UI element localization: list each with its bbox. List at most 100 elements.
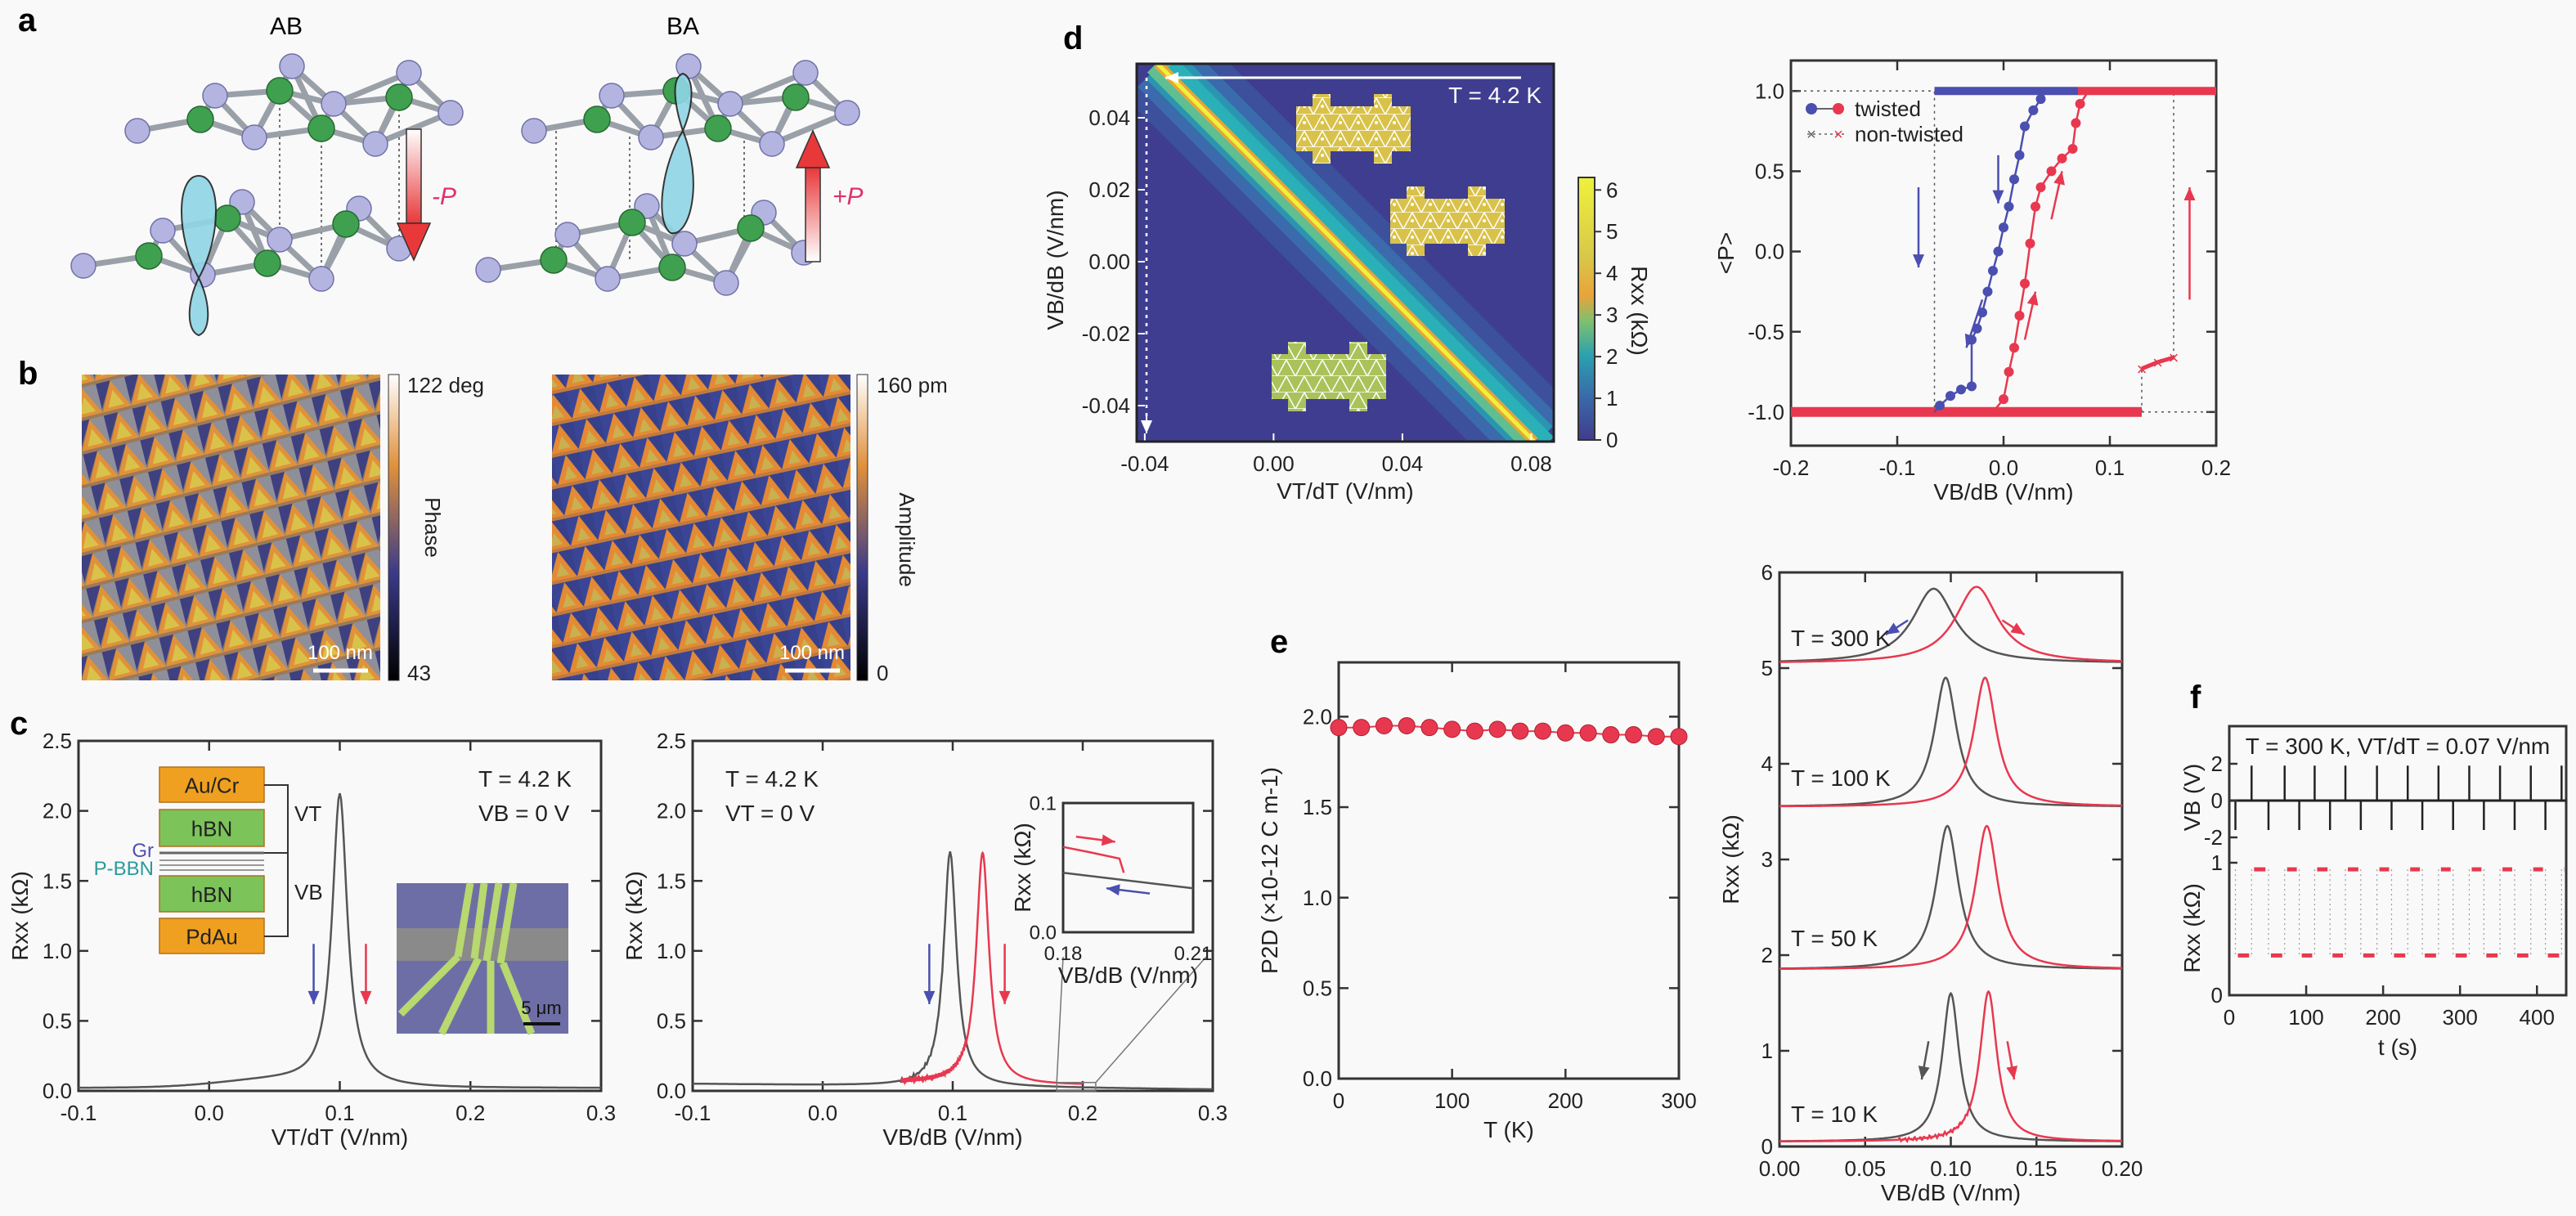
chart-d-map: T = 4.2 K -0.04 0.00 0.04 0.08 -0.04 -0.02 0.00… (1043, 62, 1652, 504)
y-tick-label: 2.5 (43, 729, 72, 753)
gate-voltage-annotation: VB = 0 V (478, 801, 570, 826)
amplitude-colorbar (856, 374, 868, 681)
bond (729, 70, 807, 107)
polarization-point (1375, 716, 1393, 734)
twisted-forward-marker (2071, 118, 2081, 128)
forward-sweep-arrow-icon (2026, 291, 2039, 306)
device-micrograph: 5 μm (397, 882, 568, 1035)
y-tick-label: 1.5 (1303, 795, 1332, 819)
charts: -0.1 0.0 0.1 0.2 0.30.00.51.01.52.02.5VT/dT … (7, 59, 2568, 1205)
nitrogen-atom (362, 131, 388, 157)
sweep-backward-arrow-icon (307, 990, 320, 1004)
x-tick-label: 200 (2365, 1005, 2400, 1030)
nitrogen-atom (595, 266, 621, 292)
electrode (397, 954, 461, 1017)
pz-orbital (661, 72, 694, 235)
boron-atom (254, 249, 281, 277)
phase-min-label: 43 (407, 661, 431, 685)
zoom-connector (1056, 956, 1064, 1083)
twisted-forward-trace (1992, 90, 2090, 413)
lattice-arm (1288, 342, 1306, 411)
lattice-arm (1407, 186, 1425, 256)
polarization-point (1670, 728, 1688, 746)
x-tick-label: -0.04 (1120, 451, 1169, 476)
forward-sweep-arrow-icon (2006, 1066, 2018, 1080)
x-tick-label: 400 (2520, 1005, 2555, 1030)
pbbn-label: P-BBN (94, 858, 154, 880)
polarization-point (1398, 716, 1416, 734)
x-axis-label: VB/dB (V/nm) (1881, 1180, 2021, 1205)
x-tick-label: 0.18 (1044, 943, 1083, 965)
electrode (499, 962, 536, 1035)
polarization-point (1465, 722, 1483, 740)
chart-e-temperature: 0.00 0.05 0.10 0.15 0.20 0 1 2 3 4 5 6 VB/dB (V/nm) R… (1718, 560, 2143, 1205)
x-tick-label: 0.1 (2095, 455, 2125, 480)
y-tick-label: 1.0 (1303, 886, 1332, 910)
y-tick-label: -1.0 (1748, 400, 1784, 424)
x-tick-label: 0.05 (1844, 1156, 1886, 1181)
lattice-inset (1272, 342, 1386, 411)
y-tick-label: 0.1 (1030, 792, 1057, 814)
chart-title: T = 300 K, VT/dT = 0.07 V/nm (2246, 734, 2551, 759)
boron-atom (737, 214, 765, 242)
plot-frame (77, 739, 603, 1093)
x-tick-label: 0 (1333, 1088, 1344, 1113)
plot-frame (1135, 62, 1555, 443)
boron-atom (618, 209, 646, 236)
y-tick-label: 2.0 (1303, 704, 1332, 729)
nitrogen-atom (396, 60, 422, 86)
panel-label-a: a (18, 2, 37, 38)
polarization-point (1647, 728, 1665, 746)
y-tick-label: 0.0 (1303, 1066, 1332, 1091)
nitrogen-atom (150, 218, 176, 244)
top-gate-voltage-label: VT (294, 801, 321, 826)
plot-frame (1778, 571, 2124, 1148)
x-axis-label: VT/dT (V/nm) (1277, 478, 1414, 504)
layer-hbn (159, 809, 265, 847)
polarization-point (1602, 726, 1620, 744)
x-tick-label: 0.3 (586, 1101, 616, 1125)
polarization-label-minus: -P (432, 183, 456, 210)
x-tick-label: -0.1 (675, 1101, 711, 1125)
nitrogen-atom (834, 100, 860, 126)
forward-sweep-arrow-icon (2053, 171, 2065, 186)
x-axis-label: T (K) (1483, 1117, 1534, 1142)
y-tick-label: 3 (1761, 847, 1773, 872)
boron-atom (307, 114, 335, 142)
polarization-line (1339, 725, 1679, 738)
twisted-backward-marker (2020, 121, 2030, 132)
layer-label: hBN (191, 817, 233, 841)
nitrogen-atom (241, 124, 267, 150)
twisted-backward-marker (1967, 381, 1977, 392)
polarization-point (1488, 720, 1506, 738)
sweep-backward-arrow-icon (923, 990, 936, 1004)
colorbar-tick-label: 0 (1606, 428, 1618, 452)
backward-sweep-arrow-icon (1964, 333, 1977, 348)
polarization-point (1625, 726, 1643, 744)
chart-c-right-inset: 0.18 0.21 0.0 0.1 VB/dB (V/nm) Rxx (kΩ) (1010, 792, 1212, 988)
nitrogen-atom (521, 118, 547, 144)
y-tick-label: 1.5 (43, 868, 72, 893)
amplitude-scale-label: 100 nm (779, 642, 845, 664)
x-tick-label: 200 (1548, 1088, 1583, 1113)
colorbar-tick-label: 2 (1606, 344, 1618, 369)
temperature-label: T = 100 K (1791, 765, 1891, 791)
ridge-band (1156, 64, 1537, 442)
x-tick-label: 0.08 (1510, 451, 1552, 476)
plot-frame (2228, 725, 2568, 997)
nitrogen-atom (202, 83, 228, 109)
y-tick-label: 2.0 (657, 799, 686, 823)
inset-forward-arrow-icon (1101, 834, 1115, 846)
phase-colorbar (388, 374, 400, 681)
x-axis-label: t (s) (2378, 1034, 2417, 1060)
bond (374, 110, 452, 147)
panel-label-e: e (1270, 624, 1288, 660)
twisted-forward-marker (2031, 201, 2040, 212)
rxx-tick-label: 1 (2211, 850, 2223, 875)
amplitude-max-label: 160 pm (877, 373, 948, 397)
nitrogen-atom (308, 266, 334, 292)
x-tick-label: 0.10 (1930, 1156, 1972, 1181)
electrode (454, 882, 474, 958)
y-tick-label: 0.02 (1088, 177, 1130, 202)
twisted-backward-marker (1999, 222, 2008, 233)
